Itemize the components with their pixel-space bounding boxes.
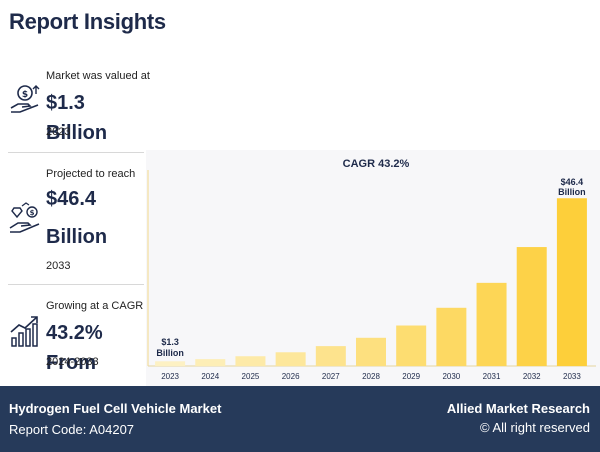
page-title: Report Insights xyxy=(9,9,166,34)
bar-2028 xyxy=(356,337,386,366)
first-bar-label-value: $1.3 xyxy=(161,337,179,347)
bar-chart: CAGR 43.2% 2023 2024 2025 2026 2027 2028 2029 20… xyxy=(146,150,600,386)
last-bar-label-value: $46.4 xyxy=(561,177,584,187)
stat-years: 2024-2033 xyxy=(46,356,99,368)
x-tick-label: 2024 xyxy=(201,372,219,381)
x-tick-label: 2027 xyxy=(322,372,340,381)
growth-chart-icon xyxy=(10,316,38,347)
copyright: © All right reserved xyxy=(479,420,590,435)
stat-value-line1: $46.4 xyxy=(46,188,97,210)
x-tick-label: 2033 xyxy=(563,372,581,381)
svg-text:$: $ xyxy=(30,209,35,217)
divider xyxy=(8,284,144,285)
diamond-hand-icon: $ xyxy=(9,202,40,233)
x-tick-label: 2023 xyxy=(161,372,179,381)
x-tick-label: 2029 xyxy=(402,372,420,381)
stat-year: 2033 xyxy=(46,260,71,272)
stat-label: Growing at a CAGR xyxy=(46,300,144,312)
x-tick-label: 2028 xyxy=(362,372,380,381)
stat-label: Market was valued at xyxy=(46,70,150,82)
x-tick-label: 2030 xyxy=(442,372,460,381)
footer: Hydrogen Fuel Cell Vehicle Market Report… xyxy=(0,386,600,452)
x-tick-label: 2026 xyxy=(282,372,300,381)
stat-value: 43.2% From xyxy=(46,322,103,374)
x-tick-label: 2025 xyxy=(242,372,260,381)
x-tick-label: 2031 xyxy=(483,372,501,381)
bar-2025 xyxy=(235,356,266,366)
bar-2033 xyxy=(556,198,587,366)
svg-text:$: $ xyxy=(22,90,28,100)
bar-2031 xyxy=(476,282,507,366)
bar-2024 xyxy=(195,359,226,366)
stats-panel: $ Market was valued at $1.3 Billion 2023… xyxy=(0,56,150,386)
bar-2023 xyxy=(155,361,186,366)
last-bar-label-unit: Billion xyxy=(558,187,586,197)
stat-cagr: Growing at a CAGR 43.2% From 2024-2033 xyxy=(0,288,146,386)
report-code: Report Code: A04207 xyxy=(9,422,135,437)
stat-label: Projected to reach xyxy=(46,168,136,180)
market-title: Hydrogen Fuel Cell Vehicle Market xyxy=(9,401,222,416)
bar-2030 xyxy=(436,307,467,366)
bar-2032 xyxy=(516,247,547,366)
x-tick-label: 2032 xyxy=(523,372,541,381)
stat-year: 2023 xyxy=(46,126,71,138)
money-hand-icon: $ xyxy=(10,85,40,113)
chart-title: CAGR 43.2% xyxy=(343,158,410,170)
bar-2027 xyxy=(315,346,346,366)
bar-chart-svg: CAGR 43.2% 2023 2024 2025 2026 2027 2028 2029 20… xyxy=(147,158,596,381)
divider xyxy=(8,152,144,153)
stat-value: $1.3 Billion xyxy=(46,92,108,144)
first-bar-label-unit: Billion xyxy=(156,348,184,358)
bar-2029 xyxy=(396,325,427,366)
stat-value-line2: Billion xyxy=(46,226,108,248)
brand-name: Allied Market Research xyxy=(446,401,590,416)
stat-projected-value: $ Projected to reach $46.4 Billion 2033 xyxy=(0,156,146,284)
bar-2026 xyxy=(275,352,306,366)
stat-market-value: $ Market was valued at $1.3 Billion 2023 xyxy=(0,56,150,152)
